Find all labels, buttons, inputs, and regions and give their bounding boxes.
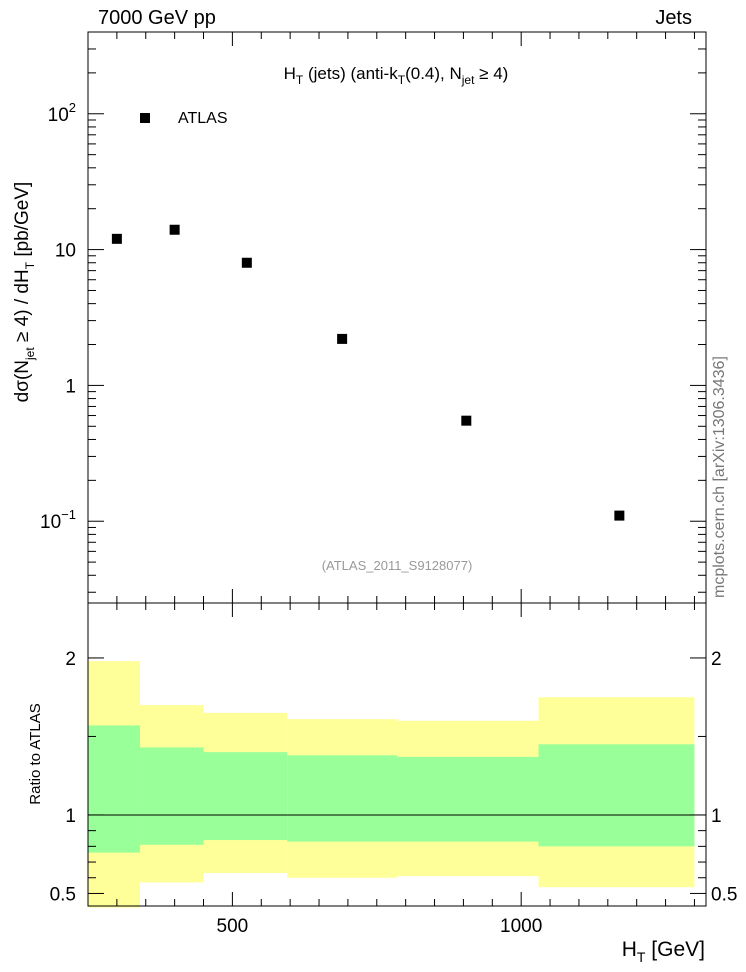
main-ytick-label-1: 10 bbox=[55, 241, 76, 262]
main-ytick-label-3: 10−1 bbox=[40, 507, 76, 533]
ratio-ytick-label-right-0: 0.5 bbox=[711, 884, 737, 905]
ratio-ytick-label-left-0: 0.5 bbox=[50, 884, 76, 905]
legend: ATLAS bbox=[140, 110, 228, 127]
main-panel: 102 10 1 10−1 HT (jets) (anti-kT(0.4), Njet… bbox=[12, 31, 707, 604]
data-point-0-4 bbox=[461, 415, 472, 426]
ratio-ytick-label-left-2: 2 bbox=[65, 649, 76, 670]
ratio-xtick-label-0: 500 bbox=[217, 916, 249, 937]
data-point-0-3 bbox=[337, 333, 348, 344]
side-label: mcplots.cern.ch [arXiv:1306.3436] bbox=[711, 356, 728, 598]
ratio-plot-frame bbox=[87, 602, 707, 907]
ratio-ticks: 500 1000 0.5 0.5 1 1 2 2 bbox=[50, 603, 737, 937]
main-ylabel: dσ(Njet ≥ 4) / dHT [pb/GeV] bbox=[12, 182, 37, 403]
main-title: HT (jets) (anti-kT(0.4), Njet ≥ 4) bbox=[284, 64, 509, 87]
header-left: 7000 GeV pp bbox=[98, 7, 216, 29]
ratio-inner-band-5 bbox=[538, 744, 695, 847]
data-point-0-1 bbox=[169, 224, 180, 235]
legend-label: ATLAS bbox=[178, 110, 228, 127]
ratio-bands bbox=[88, 661, 695, 908]
ratio-inner-band-4 bbox=[397, 756, 539, 842]
header-right: Jets bbox=[655, 7, 692, 29]
data-point-0-0 bbox=[111, 233, 122, 244]
ratio-inner-band-1 bbox=[139, 747, 204, 845]
data-point-0-2 bbox=[241, 257, 252, 268]
ratio-xtick-label-1: 1000 bbox=[500, 916, 542, 937]
ratio-panel: 500 1000 0.5 0.5 1 1 2 2 Ratio to ATLAS HT [GeV… bbox=[27, 602, 737, 965]
ratio-inner-band-2 bbox=[203, 752, 288, 841]
ratio-ylabel: Ratio to ATLAS bbox=[27, 703, 44, 804]
data-point-0-5 bbox=[614, 510, 625, 521]
main-ytick-label-0: 102 bbox=[48, 100, 76, 126]
main-ticks: 102 10 1 10−1 bbox=[40, 31, 706, 603]
main-marks bbox=[111, 224, 625, 521]
ratio-ytick-label-right-1: 1 bbox=[711, 806, 722, 827]
ratio-xlabel: HT [GeV] bbox=[622, 938, 705, 965]
ratio-inner-band-0 bbox=[88, 725, 140, 853]
legend-marker bbox=[140, 113, 150, 123]
analysis-annotation: (ATLAS_2011_S9128077) bbox=[322, 558, 473, 573]
ratio-ytick-label-left-1: 1 bbox=[65, 806, 76, 827]
ratio-inner-band-3 bbox=[287, 755, 397, 842]
ratio-ytick-label-right-2: 2 bbox=[711, 649, 722, 670]
main-ytick-label-2: 1 bbox=[65, 376, 76, 397]
